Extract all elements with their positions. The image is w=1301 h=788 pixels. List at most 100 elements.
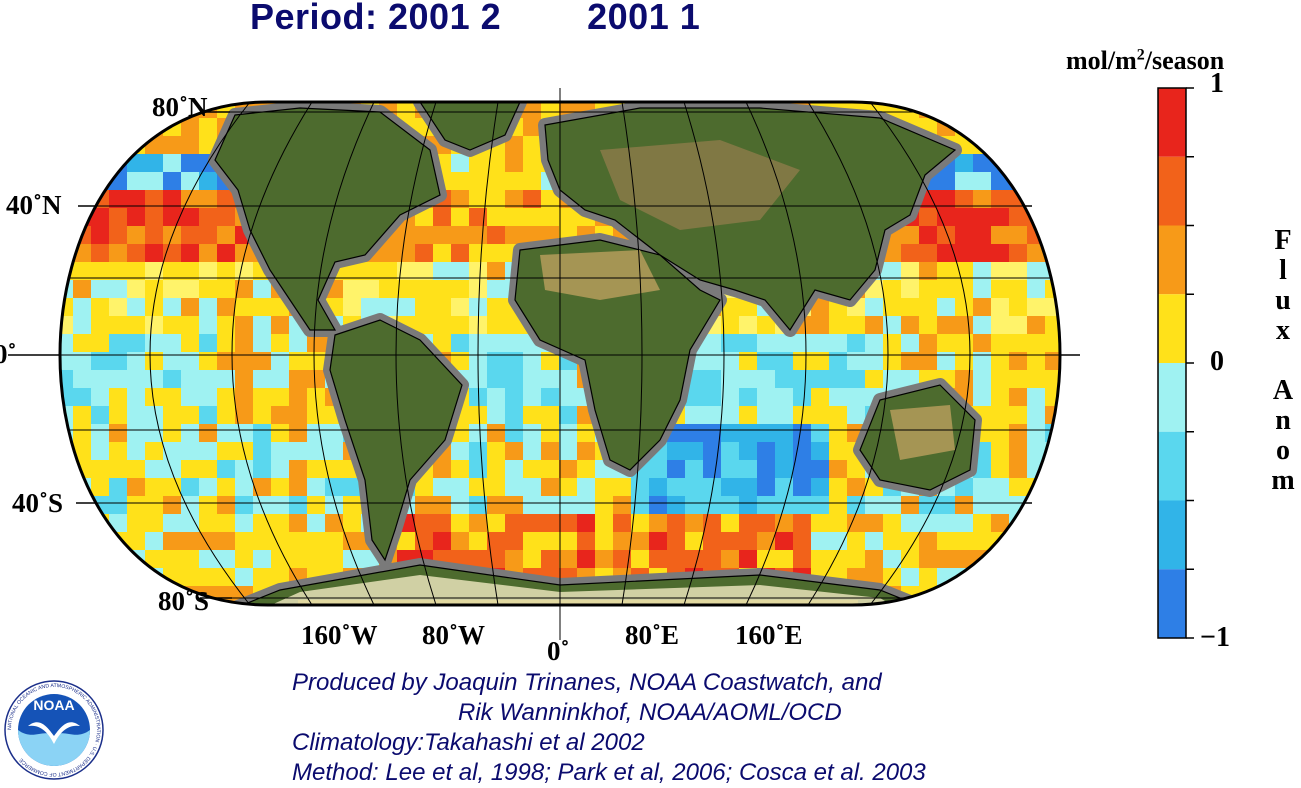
flux-cell	[991, 604, 1010, 605]
flux-cell	[1009, 604, 1028, 605]
flux-cell	[703, 532, 722, 551]
flux-cell	[811, 550, 830, 569]
flux-cell	[469, 406, 488, 425]
flux-cell	[343, 496, 362, 515]
flux-cell	[811, 496, 830, 515]
flux-cell	[577, 460, 596, 479]
flux-cell	[253, 280, 272, 299]
flux-cell	[253, 352, 272, 371]
flux-cell	[253, 406, 272, 425]
flux-cell	[199, 316, 218, 335]
title-letter: x	[1276, 315, 1290, 346]
flux-cell	[937, 496, 956, 515]
flux-cell	[739, 442, 758, 461]
flux-cell	[163, 190, 182, 209]
flux-cell	[1063, 496, 1082, 515]
flux-cell	[235, 478, 254, 497]
flux-cell	[955, 316, 974, 335]
flux-cell	[955, 514, 974, 533]
flux-cell	[433, 298, 452, 317]
flux-cell	[793, 460, 812, 479]
flux-cell	[775, 442, 794, 461]
flux-cell	[60, 568, 74, 587]
flux-cell	[145, 514, 164, 533]
flux-cell	[163, 388, 182, 407]
flux-cell	[181, 460, 200, 479]
flux-cell	[847, 550, 866, 569]
flux-cell	[325, 424, 344, 443]
flux-cell	[199, 172, 218, 191]
flux-cell	[505, 514, 524, 533]
flux-cell	[343, 262, 362, 281]
flux-cell	[451, 280, 470, 299]
flux-cell	[91, 388, 110, 407]
flux-cell	[991, 136, 1010, 155]
credit-line-2: Rik Wanninkhof, NOAA/AOML/OCD	[458, 699, 842, 726]
flux-cell	[127, 334, 146, 353]
flux-cell	[703, 460, 722, 479]
flux-cell	[955, 190, 974, 209]
flux-cell	[775, 406, 794, 425]
title-letter: u	[1275, 285, 1291, 316]
flux-cell	[145, 370, 164, 389]
flux-cell	[289, 478, 308, 497]
flux-cell	[109, 460, 128, 479]
colorbar-segment	[1158, 363, 1186, 432]
flux-cell	[451, 154, 470, 173]
flux-cell	[991, 514, 1010, 533]
flux-cell	[253, 316, 272, 335]
meridian	[745, 102, 807, 605]
flux-cell	[217, 208, 236, 227]
flux-cell	[991, 316, 1010, 335]
flux-cell	[991, 478, 1010, 497]
flux-cell	[703, 604, 722, 605]
flux-cell	[1063, 532, 1082, 551]
flux-cell	[253, 388, 272, 407]
colorbar-max-label: 1	[1210, 68, 1224, 99]
flux-cell	[1009, 352, 1028, 371]
flux-cell	[937, 352, 956, 371]
flux-cell	[379, 604, 398, 605]
flux-cell	[181, 226, 200, 245]
flux-cell	[937, 532, 956, 551]
flux-cell	[91, 604, 110, 605]
flux-cell	[847, 352, 866, 371]
flux-cell	[109, 586, 128, 605]
flux-cell	[505, 334, 524, 353]
flux-cell	[559, 550, 578, 569]
flux-cell	[145, 478, 164, 497]
flux-cell	[883, 262, 902, 281]
title-letter: m	[1271, 465, 1295, 496]
flux-cell	[181, 370, 200, 389]
flux-cell	[613, 496, 632, 515]
flux-cell	[253, 532, 272, 551]
flux-cell	[325, 550, 344, 569]
flux-cell	[181, 208, 200, 227]
colorbar-segment	[1158, 431, 1186, 501]
colorbar-min-label: −1	[1200, 622, 1230, 653]
flux-cell	[937, 298, 956, 317]
flux-cell	[505, 226, 524, 245]
flux-cell	[127, 514, 146, 533]
flux-cell	[397, 280, 416, 299]
flux-cell	[415, 280, 434, 299]
flux-cell	[811, 334, 830, 353]
flux-cell	[199, 514, 218, 533]
flux-cell	[667, 532, 686, 551]
flux-cell	[217, 496, 236, 515]
flux-cell	[1009, 424, 1028, 443]
title-letter: l	[1279, 255, 1287, 286]
flux-cell	[145, 424, 164, 443]
flux-cell	[955, 496, 974, 515]
flux-cell	[1063, 406, 1082, 425]
flux-cell	[595, 532, 614, 551]
flux-cell	[541, 460, 560, 479]
credits: Produced by Joaquin Trinanes, NOAA Coast…	[292, 668, 926, 788]
flux-cell	[1045, 496, 1060, 515]
flux-cell	[181, 316, 200, 335]
flux-cell	[1045, 370, 1060, 389]
desert-australia	[890, 405, 955, 460]
flux-cell	[631, 532, 650, 551]
flux-cell	[217, 280, 236, 299]
flux-cell	[667, 442, 686, 461]
